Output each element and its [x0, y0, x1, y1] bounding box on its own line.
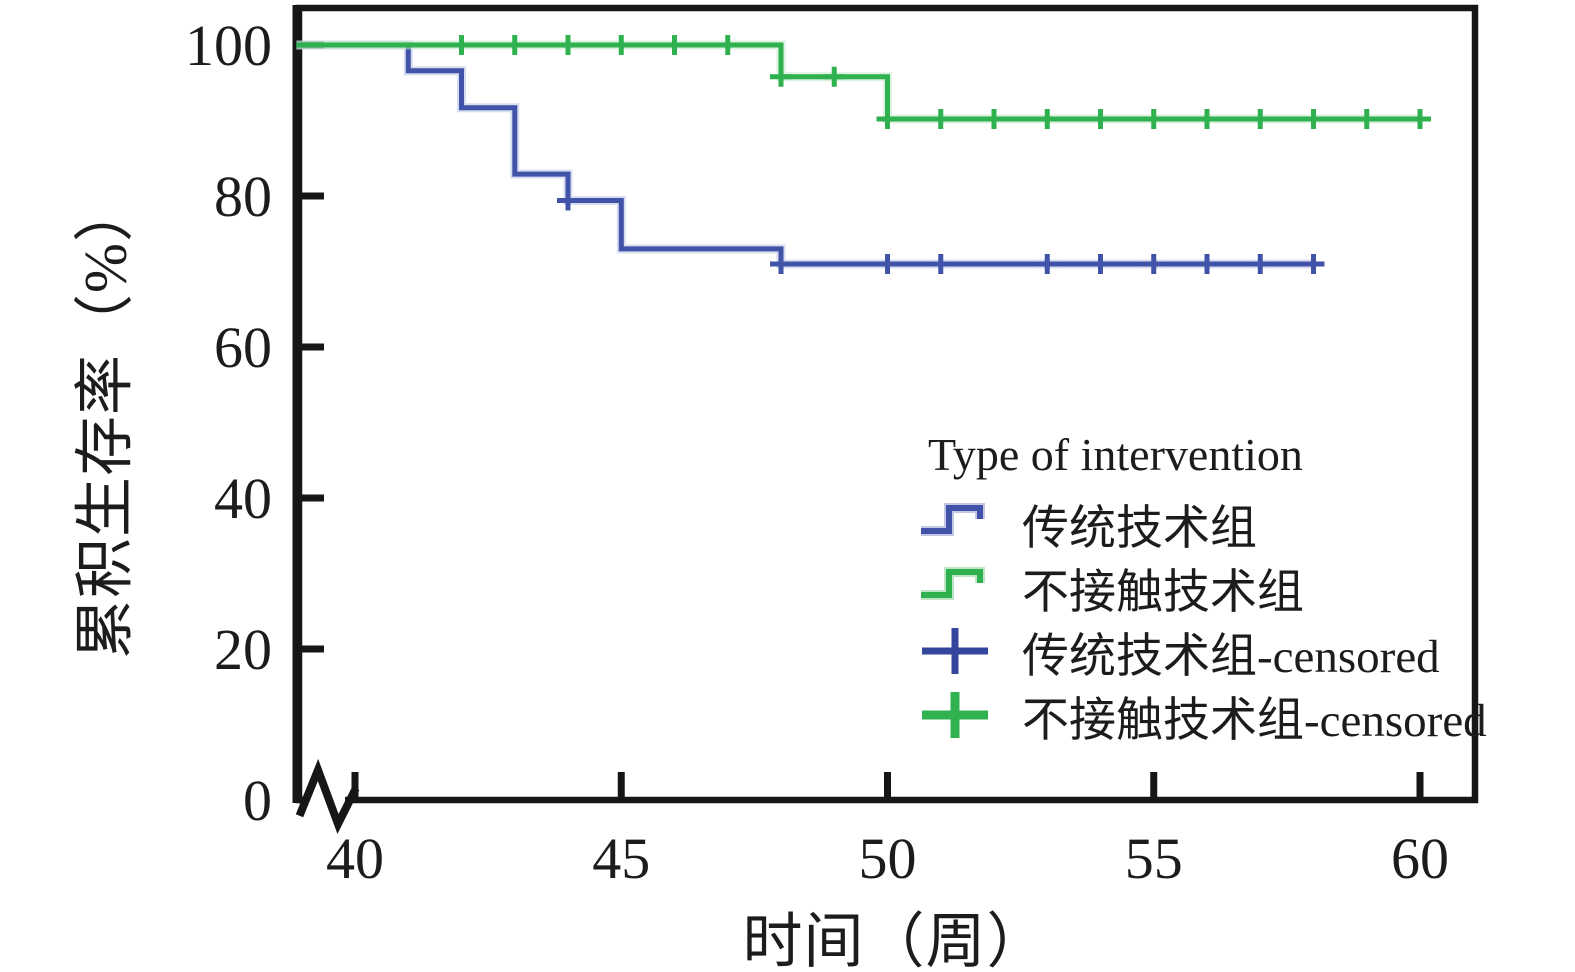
x-tick-label: 40: [326, 826, 384, 891]
censor-mark-1: [503, 35, 526, 55]
censor-mark-1: [876, 108, 899, 129]
legend-label: 不接触技术组: [1022, 566, 1304, 619]
x-tick-label: 60: [1391, 826, 1449, 891]
censor-mark-1: [1302, 108, 1325, 129]
censor-mark-0: [1249, 253, 1272, 274]
y-tick-label: 40: [214, 466, 272, 531]
censor-mark-1: [557, 35, 579, 55]
censor-plus-symbol-green: [922, 692, 988, 738]
censor-mark-1: [1355, 108, 1378, 129]
censor-mark-0: [1196, 253, 1218, 274]
censor-mark-1: [983, 108, 1005, 129]
censor-mark-0: [876, 253, 899, 274]
censor-mark-1: [1036, 108, 1059, 129]
y-axis-title: 累积生存率（%）: [72, 181, 139, 659]
censor-mark-1: [610, 35, 633, 55]
legend: Type of intervention 传统技术组 不接触技术组 传统技术组-…: [918, 428, 1518, 747]
censor-mark-0: [929, 253, 952, 274]
legend-title: Type of intervention: [928, 429, 1303, 480]
censor-mark-1: [929, 108, 952, 129]
legend-label: 传统技术组-censored: [1022, 630, 1440, 683]
censor-mark-0: [1036, 253, 1059, 274]
legend-item-traditional-censored: 传统技术组-censored: [918, 619, 1518, 683]
x-tick-label: 50: [859, 826, 917, 891]
censor-mark-1: [716, 35, 739, 55]
axis-break-zigzag: [295, 758, 360, 835]
legend-label: 传统技术组: [1022, 502, 1257, 555]
censor-mark-1: [1196, 108, 1218, 129]
y-tick-label: 60: [214, 315, 272, 380]
x-tick-label: 45: [592, 826, 650, 891]
censor-mark-0: [1142, 253, 1165, 274]
censor-mark-0: [1302, 253, 1325, 274]
censor-mark-0: [770, 253, 792, 274]
x-tick-label: 55: [1125, 826, 1183, 891]
x-axis-title: 时间（周）: [742, 909, 1048, 972]
censor-mark-0: [1089, 253, 1112, 274]
censor-mark-1: [770, 66, 792, 87]
y-tick-label: 100: [185, 13, 272, 78]
legend-label: 不接触技术组-censored: [1022, 694, 1487, 747]
legend-item-notouch: 不接触技术组: [918, 555, 1518, 619]
censor-plus-symbol-blue: [922, 628, 988, 674]
y-tick-label: 0: [243, 768, 272, 833]
censor-mark-1: [1409, 108, 1431, 129]
y-tick-label: 20: [214, 617, 272, 682]
legend-item-traditional: 传统技术组: [918, 491, 1518, 555]
legend-item-notouch-censored: 不接触技术组-censored: [918, 683, 1518, 747]
series-line-0: [296, 42, 1314, 267]
censor-mark-1: [450, 35, 473, 55]
censor-mark-1: [1249, 108, 1272, 129]
censor-mark-1: [1142, 108, 1165, 129]
step-line-symbol-green: [921, 567, 985, 600]
y-tick-label: 80: [214, 164, 272, 229]
censor-mark-1: [823, 66, 846, 87]
censor-mark-0: [557, 190, 579, 211]
censor-mark-1: [663, 35, 686, 55]
step-line-symbol-blue: [921, 503, 985, 536]
censor-mark-1: [1089, 108, 1112, 129]
